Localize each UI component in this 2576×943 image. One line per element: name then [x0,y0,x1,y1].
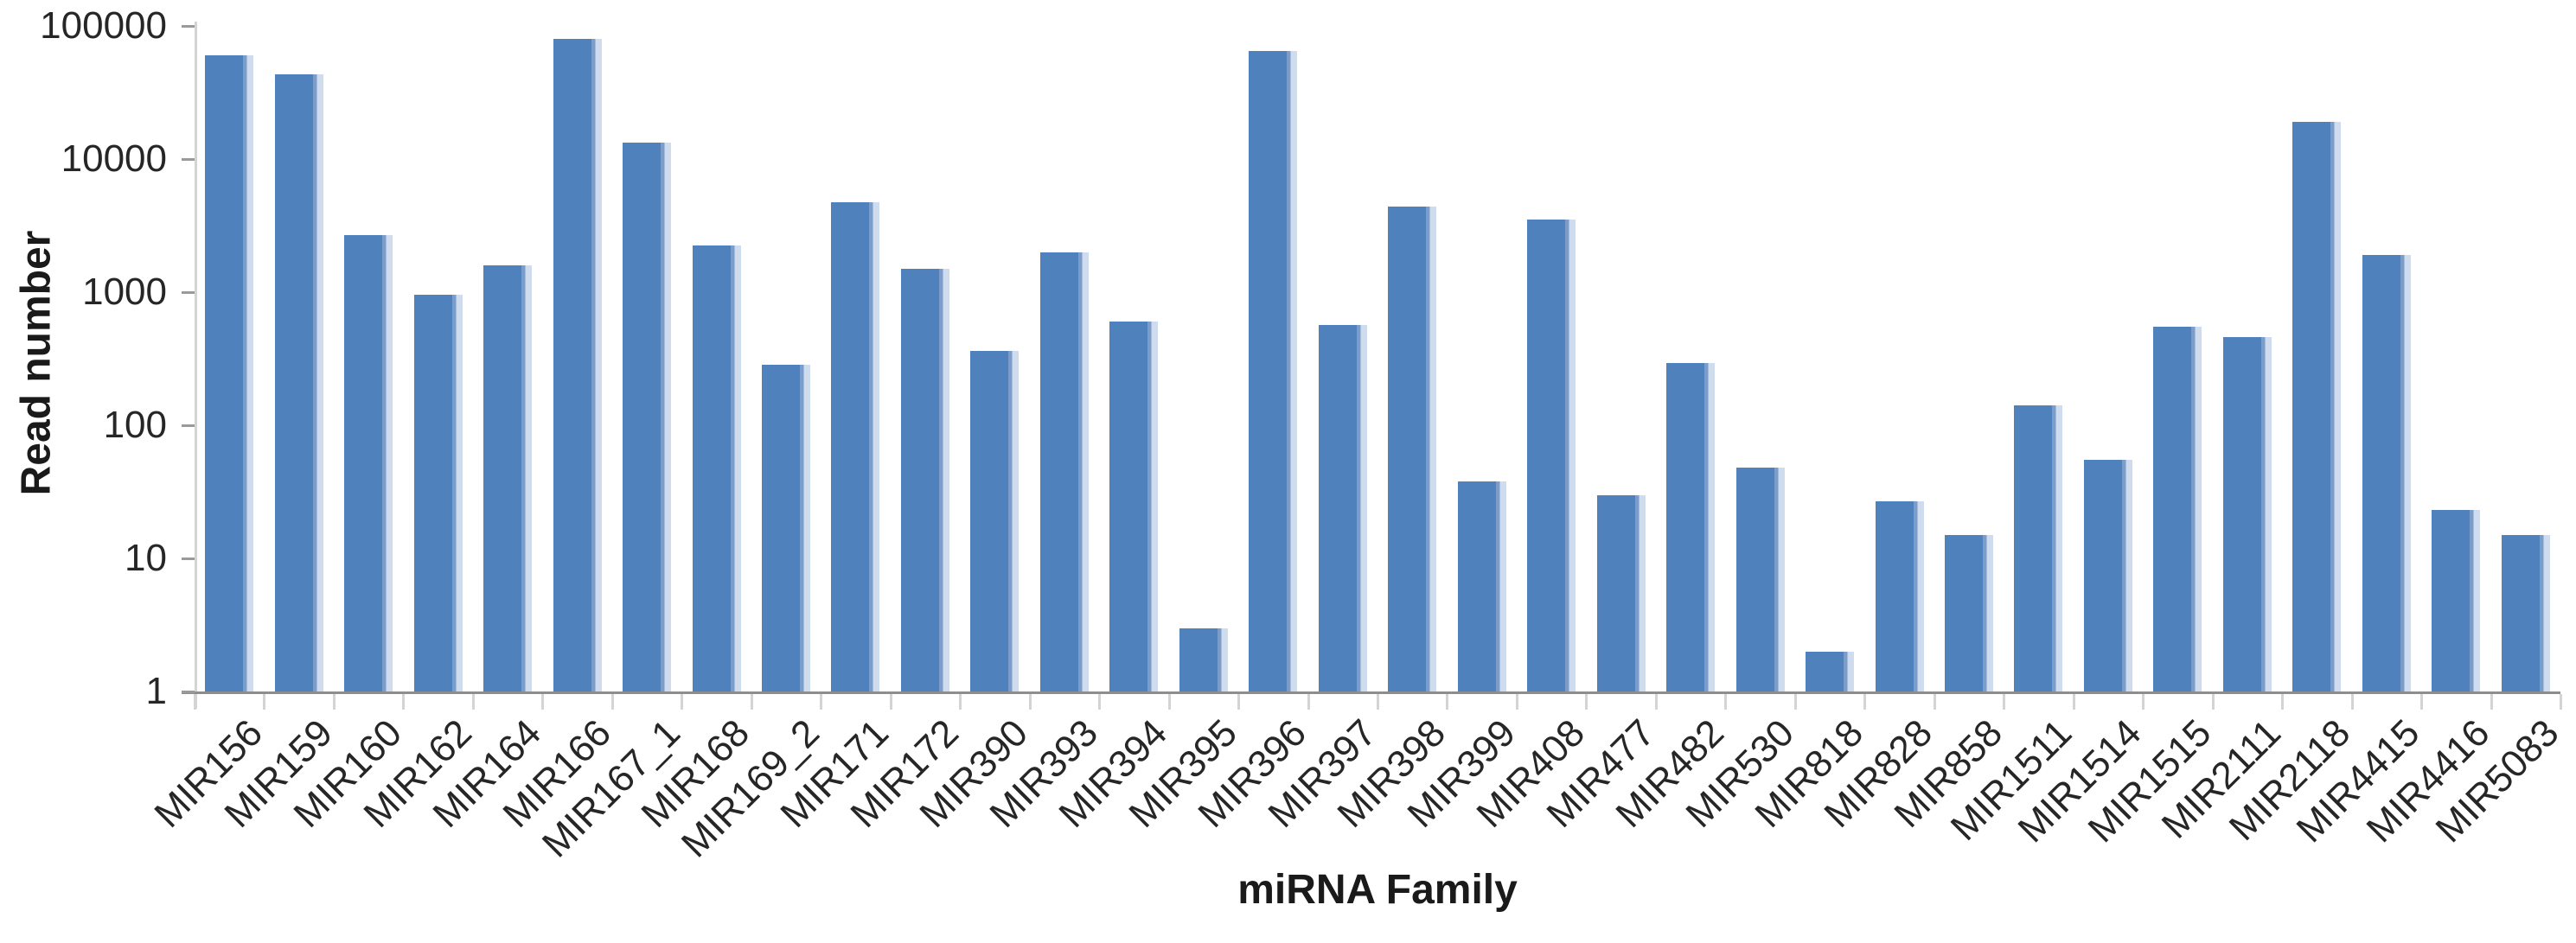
x-axis-title: miRNA Family [1237,867,1518,913]
x-axis-tick-mark [1515,694,1518,710]
x-axis-tick-mark [889,694,892,710]
x-axis-tick-mark [402,694,406,710]
y-axis-tick-mark [182,291,195,294]
y-axis-tick-mark [182,558,195,560]
y-axis-tick-label: 10 [125,537,167,579]
bar-MIR5083 [2502,534,2550,691]
bar-MIR395 [1179,628,1228,691]
x-axis-tick-mark [2420,694,2424,710]
bar-MIR160 [344,234,393,691]
x-axis-tick-mark [2142,694,2145,710]
bar-MIR393 [1040,252,1089,691]
bar-MIR482 [1666,362,1715,691]
x-axis-tick-mark [332,694,336,710]
x-axis-tick-mark [1098,694,1102,710]
bar-MIR399 [1458,481,1506,691]
bar-MIR408 [1527,220,1576,691]
bar-MIR2118 [2292,122,2341,691]
x-axis-tick-mark [263,694,266,710]
bar-MIR164 [483,264,532,691]
y-axis-tick-label: 1 [145,670,167,712]
x-axis-tick-mark [2350,694,2354,710]
x-axis-tick-mark [959,694,962,710]
bar-MIR1514 [2084,459,2132,691]
bar-MIR1511 [2014,405,2062,691]
y-axis-line [195,22,197,709]
x-axis-tick-mark [2072,694,2075,710]
x-axis-tick-mark [610,694,614,710]
bar-MIR172 [901,268,949,691]
x-axis-tick-mark [681,694,684,710]
x-axis-tick-mark [1933,694,1936,710]
y-axis-tick-mark [182,424,195,427]
y-axis-tick-label: 10000 [61,137,167,180]
x-axis-tick-mark [1377,694,1379,710]
bar-MIR159 [275,74,323,691]
x-axis-tick-mark [2490,694,2493,710]
bar-MIR398 [1388,206,1436,691]
x-axis-tick-mark [1793,694,1797,710]
x-axis-tick-mark [1237,694,1241,710]
bar-MIR2111 [2223,336,2272,691]
x-axis-tick-mark [471,694,475,710]
bar-MIR169_2 [762,364,810,691]
x-axis-tick-mark [2211,694,2215,710]
bar-MIR168 [693,245,741,691]
x-axis-tick-mark [1863,694,1867,710]
y-axis-tick-label: 100 [103,404,167,446]
bar-MIR171 [831,202,879,691]
y-axis-tick-label: 1000 [82,271,167,313]
x-axis-tick-mark [541,694,545,710]
x-axis-tick-mark [1446,694,1449,710]
x-axis-tick-mark [750,694,753,710]
x-axis-tick-mark [1724,694,1728,710]
bar-MIR397 [1319,324,1367,691]
y-axis-tick-label: 100000 [40,4,167,47]
x-axis-tick-mark [1585,694,1588,710]
bar-MIR818 [1806,651,1854,691]
bar-MIR162 [414,294,463,691]
x-axis-tick-mark [194,694,196,710]
bar-MIR1515 [2153,326,2202,691]
bar-MIR166 [553,38,602,691]
bar-MIR530 [1736,468,1785,691]
x-axis-tick-mark [2281,694,2285,710]
bar-MIR167_1 [623,142,671,691]
bar-MIR477 [1597,494,1646,691]
x-axis-baseline [182,691,2560,694]
bar-MIR4416 [2432,510,2480,691]
bar-MIR858 [1945,534,1993,691]
y-axis-tick-mark [182,25,195,28]
bar-MIR394 [1109,322,1158,691]
x-axis-tick-mark [1307,694,1310,710]
x-axis-tick-mark [820,694,823,710]
bar-MIR390 [970,351,1019,691]
bar-MIR4415 [2362,255,2411,691]
x-axis-tick-mark [2560,694,2562,710]
x-axis-tick-mark [2003,694,2006,710]
y-axis-tick-mark [182,691,195,693]
bar-MIR828 [1876,500,1924,691]
bar-MIR156 [205,55,253,691]
bar-MIR396 [1249,50,1297,691]
y-axis-tick-mark [182,158,195,161]
x-axis-tick-mark [1167,694,1171,710]
x-axis-tick-mark [1654,694,1658,710]
x-axis-tick-mark [1028,694,1032,710]
